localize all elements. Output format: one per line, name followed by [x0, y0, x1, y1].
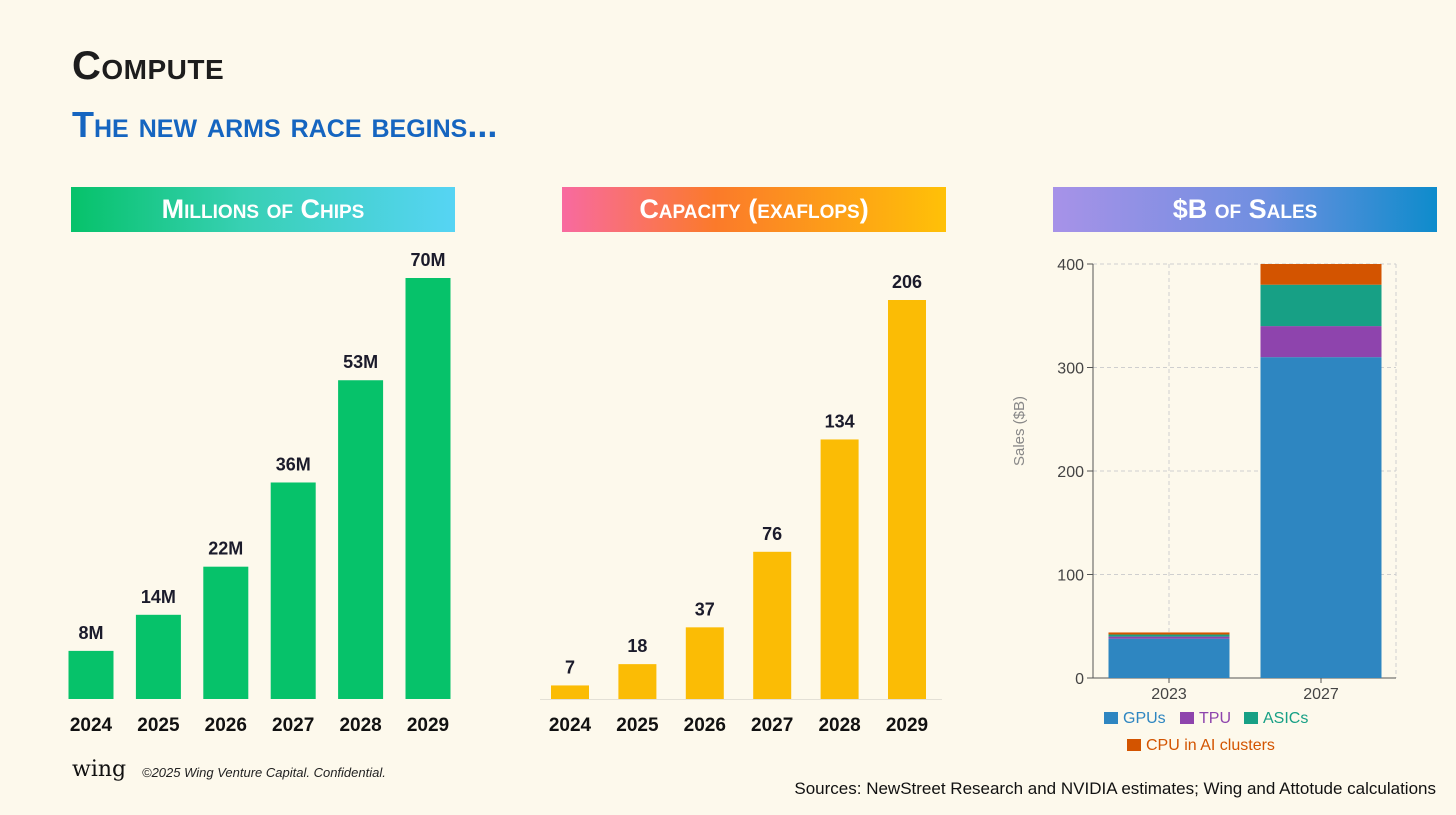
chips-x-tick: 2028	[339, 715, 381, 736]
chips-data-label: 70M	[410, 250, 445, 270]
chips-bar	[203, 566, 249, 699]
capacity-data-label: 7	[565, 657, 575, 677]
capacity-bar	[618, 664, 657, 699]
stacked-bar-tpu	[1260, 326, 1382, 358]
capacity-x-tick: 2029	[886, 715, 928, 736]
stacked-bar-tpu	[1108, 636, 1230, 639]
y-tick-label: 200	[1057, 464, 1084, 481]
chart3-title: $B of Sales	[1053, 187, 1437, 232]
stacked-bar-cpu-in-ai-clusters	[1260, 264, 1382, 285]
chips-bar	[270, 482, 316, 699]
y-axis-label: Sales ($B)	[1011, 396, 1028, 466]
legend-label: TPU	[1199, 710, 1231, 727]
capacity-bar	[685, 627, 724, 699]
y-tick-label: 0	[1075, 671, 1084, 688]
chips-bar	[68, 650, 114, 699]
stacked-bar-gpus	[1108, 638, 1230, 678]
capacity-data-label: 134	[825, 411, 855, 431]
chips-data-label: 22M	[208, 539, 243, 559]
stacked-bar-cpu-in-ai-clusters	[1108, 632, 1230, 635]
legend-swatch	[1127, 739, 1141, 751]
chips-data-label: 53M	[343, 352, 378, 372]
chips-data-label: 14M	[141, 587, 176, 607]
chart1-title: Millions of Chips	[71, 187, 455, 232]
y-tick-label: 400	[1057, 257, 1084, 274]
capacity-x-tick: 2025	[616, 715, 659, 736]
capacity-bar	[753, 551, 792, 699]
x-tick-label: 2027	[1303, 686, 1339, 703]
page-title: Compute	[72, 44, 225, 88]
x-tick-label: 2023	[1151, 686, 1187, 703]
legend-label: CPU in AI clusters	[1146, 737, 1275, 754]
capacity-x-tick: 2027	[751, 715, 793, 736]
capacity-bar	[888, 300, 926, 699]
legend-swatch	[1104, 712, 1118, 724]
chips-bar	[135, 614, 181, 699]
chips-bar	[405, 278, 451, 699]
capacity-x-tick: 2026	[684, 715, 726, 736]
chips-x-tick: 2029	[407, 715, 449, 736]
wing-logo: wing	[72, 757, 127, 782]
chips-data-label: 36M	[276, 454, 311, 474]
capacity-data-label: 76	[762, 524, 782, 544]
capacity-data-label: 37	[695, 599, 715, 619]
sources: Sources: NewStreet Research and NVIDIA e…	[794, 779, 1436, 798]
page-subtitle: The new arms race begins...	[72, 104, 498, 145]
chips-x-tick: 2026	[205, 715, 247, 736]
capacity-bar	[820, 439, 859, 699]
legend-label: ASICs	[1263, 710, 1308, 727]
stacked-bar-asics	[1108, 634, 1230, 637]
chart2-title: Capacity (exaflops)	[562, 187, 946, 232]
legend-label: GPUs	[1123, 710, 1166, 727]
legend-swatch	[1244, 712, 1258, 724]
chips-x-tick: 2024	[70, 715, 113, 736]
capacity-bar	[551, 685, 589, 699]
y-tick-label: 300	[1057, 361, 1084, 378]
copyright: ©2025 Wing Venture Capital. Confidential…	[142, 765, 386, 780]
capacity-x-tick: 2028	[818, 715, 860, 736]
stacked-bar-asics	[1260, 284, 1382, 327]
legend-swatch	[1180, 712, 1194, 724]
chips-bar	[338, 380, 384, 699]
y-tick-label: 100	[1057, 568, 1084, 585]
chips-x-tick: 2027	[272, 715, 314, 736]
capacity-data-label: 18	[627, 636, 647, 656]
capacity-data-label: 206	[892, 272, 922, 292]
capacity-x-tick: 2024	[549, 715, 592, 736]
chips-x-tick: 2025	[137, 715, 180, 736]
stacked-bar-gpus	[1260, 357, 1382, 678]
chips-data-label: 8M	[78, 623, 103, 643]
